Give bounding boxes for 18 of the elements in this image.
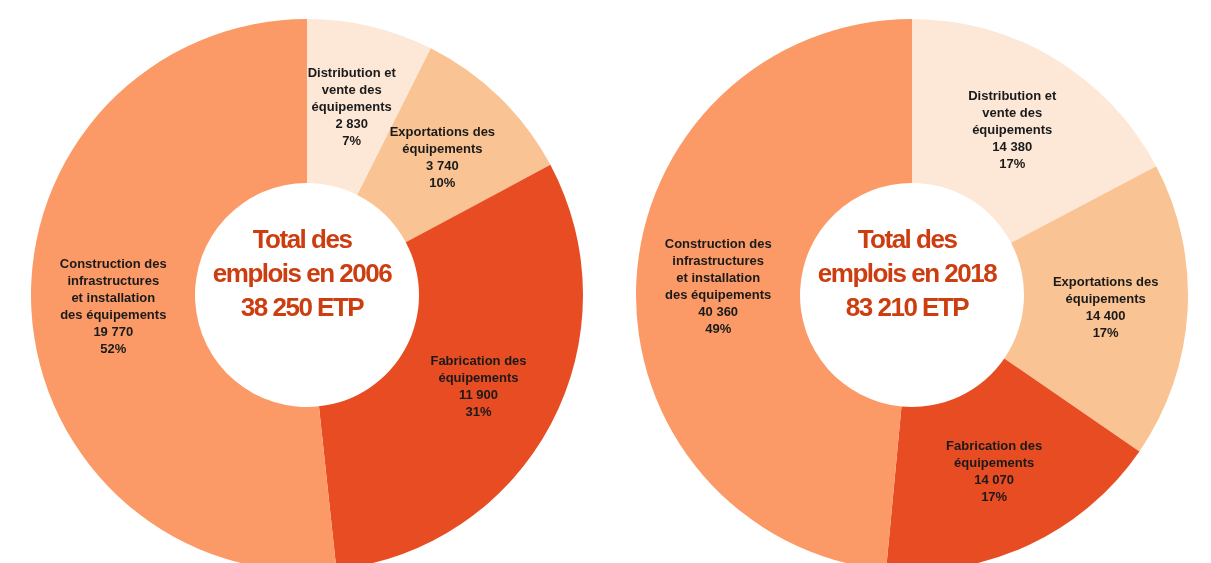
slice-label: Distribution et vente des équipements [968, 87, 1057, 137]
text: Total des emplois en 2018 83 210 ETP [816, 223, 998, 324]
slice-label: Construction des infrastructures et installation des équipements [664, 235, 772, 302]
data-label: 14 400 17% [1085, 307, 1126, 340]
text: Total des emplois en 2006 38 250 ETP [211, 223, 393, 324]
slice-label: Exportations des équipements [1052, 273, 1159, 306]
data-label: 14 380 17% [992, 138, 1033, 171]
data-label: 19 770 52% [93, 323, 134, 356]
slice-label: Exportations des équipements [389, 123, 496, 156]
slice-label: Fabrication des équipements [946, 437, 1043, 470]
data-label: 11 900 31% [458, 386, 499, 419]
data-label: 40 360 49% [698, 303, 739, 336]
data-label: 3 740 10% [426, 157, 459, 190]
slice-label: Fabrication des équipements [430, 352, 527, 385]
slice-label: Construction des infrastructures et installation des équipements [59, 255, 167, 322]
data-label: 2 830 7% [335, 115, 368, 148]
slice-label: Distribution et vente des équipements [307, 64, 397, 114]
data-label: 14 070 17% [974, 471, 1015, 504]
